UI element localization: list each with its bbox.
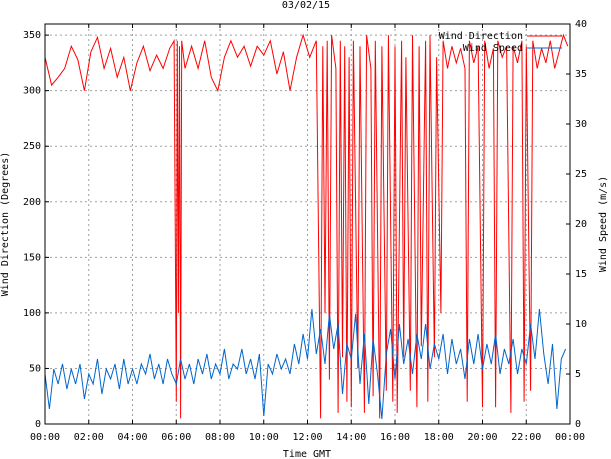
y-left-tick-label: 250 [23,141,41,152]
y-left-tick-label: 50 [29,363,41,374]
y-left-tick-label: 100 [23,308,41,319]
legend-label: Wind Direction [439,31,523,42]
y-right-tick-label: 0 [575,419,581,430]
x-tick-label: 08:00 [205,432,235,443]
series-line-wind-direction [44,33,569,419]
grid [45,24,570,424]
x-tick-label: 18:00 [424,432,454,443]
y-right-tick-label: 30 [575,119,587,130]
x-tick-label: 04:00 [117,432,147,443]
y-right-axis-ticks: 0 5 10 15 20 25 30 35 40 [566,19,587,430]
y-right-tick-label: 40 [575,19,587,30]
x-tick-label: 06:00 [161,432,191,443]
x-tick-label: 02:00 [74,432,104,443]
series-lines [44,33,569,420]
y-left-axis-label: Wind Direction (Degrees) [0,152,11,297]
x-axis-label: Time GMT [283,449,331,459]
y-left-tick-label: 350 [23,30,41,41]
y-left-axis-ticks: 0 50 100 150 200 250 300 350 [23,30,49,430]
x-tick-label: 14:00 [336,432,366,443]
y-right-tick-label: 5 [575,369,581,380]
x-tick-label: 20:00 [467,432,497,443]
y-left-tick-label: 150 [23,252,41,263]
y-left-tick-label: 300 [23,86,41,97]
y-right-axis-label: Wind Speed (m/s) [598,176,609,272]
x-axis-ticks: 00:00 02:00 04:00 06:00 08:00 10:00 12:00 14:00… [30,24,585,443]
x-tick-label: 22:00 [511,432,541,443]
legend-label: Wind Speed [463,43,523,54]
chart-title: 03/02/15 [282,0,330,11]
y-right-tick-label: 35 [575,69,587,80]
y-left-tick-label: 200 [23,197,41,208]
y-left-tick-label: 0 [35,419,41,430]
y-right-tick-label: 20 [575,219,587,230]
x-tick-label: 00:00 [30,432,60,443]
x-tick-label: 10:00 [249,432,279,443]
x-tick-label: 12:00 [292,432,322,443]
y-right-tick-label: 10 [575,319,587,330]
series-line-wind-speed [44,308,567,420]
x-tick-label: 16:00 [380,432,410,443]
x-tick-label: 00:00 [555,432,585,443]
y-right-tick-label: 15 [575,269,587,280]
y-right-tick-label: 25 [575,169,587,180]
